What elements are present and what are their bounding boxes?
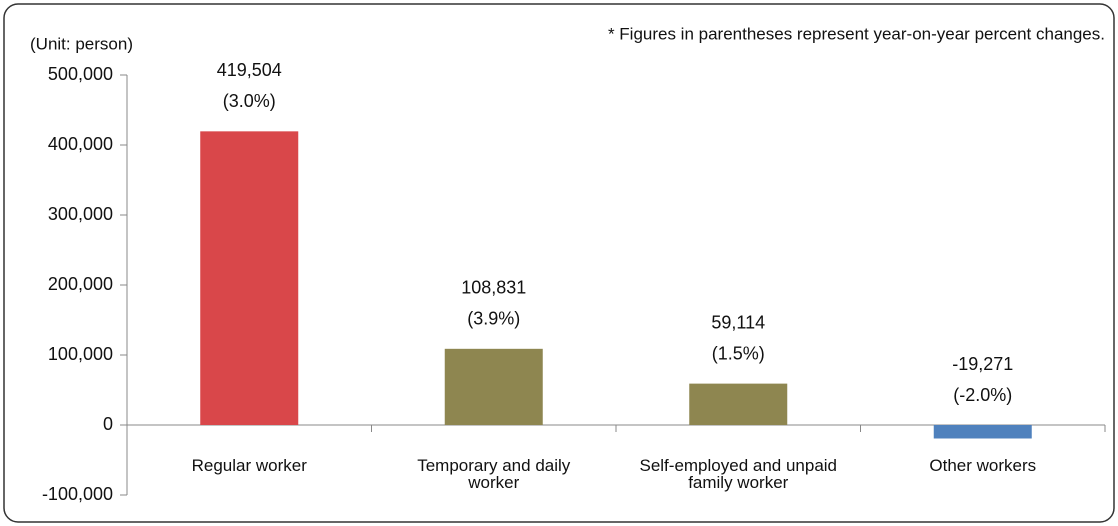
frame bbox=[3, 3, 1115, 523]
x-tick-label: Regular worker bbox=[191, 456, 307, 475]
change-label: (1.5%) bbox=[712, 343, 765, 363]
y-tick-label: 100,000 bbox=[48, 344, 113, 364]
y-tick-label: 500,000 bbox=[48, 64, 113, 84]
bar bbox=[689, 383, 788, 425]
x-tick-label: Other workers bbox=[929, 456, 1037, 475]
value-label: 59,114 bbox=[711, 312, 765, 332]
change-label: (-2.0%) bbox=[953, 385, 1012, 405]
change-label: (3.0%) bbox=[223, 91, 276, 111]
y-tick-label: 300,000 bbox=[48, 204, 113, 224]
value-label: 419,504 bbox=[217, 60, 282, 80]
value-label: -19,271 bbox=[952, 354, 1013, 374]
x-tick-label: Temporary and daily worker bbox=[417, 456, 571, 492]
bar bbox=[933, 425, 1032, 439]
change-label: (3.9%) bbox=[467, 309, 520, 329]
y-tick-label: 400,000 bbox=[48, 134, 113, 154]
y-tick-label: 0 bbox=[103, 414, 113, 434]
bar bbox=[444, 348, 543, 425]
bar bbox=[200, 131, 299, 425]
x-tick-label: Self-employed and unpaid family worker bbox=[639, 456, 838, 492]
y-tick-label: -100,000 bbox=[42, 484, 113, 504]
unit-label: (Unit: person) bbox=[30, 34, 133, 53]
note: * Figures in parentheses represent year-… bbox=[608, 24, 1105, 43]
value-label: 108,831 bbox=[461, 278, 526, 298]
y-tick-label: 200,000 bbox=[48, 274, 113, 294]
